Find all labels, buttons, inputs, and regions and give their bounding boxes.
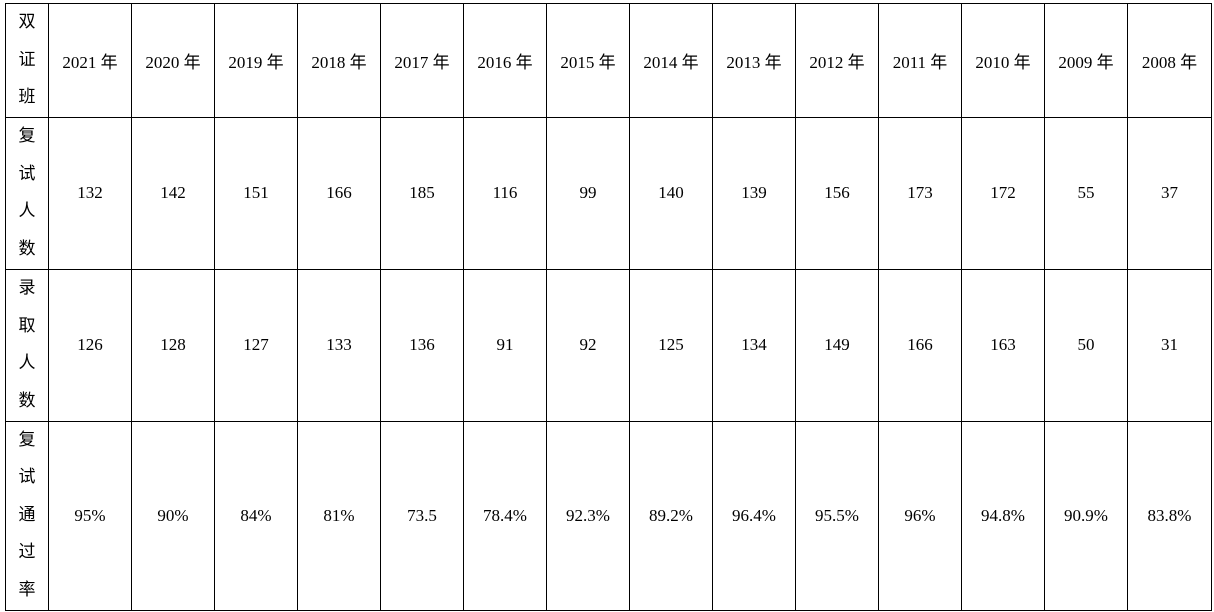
row-label-char: 通 [18, 504, 36, 525]
pass-rate-label-cell: 复 试 通 过 率 [5, 420, 49, 611]
pass-rate-cell: 81% [297, 420, 381, 611]
admitted-count-cell: 125 [629, 268, 713, 422]
admitted-count-cell: 31 [1127, 268, 1212, 422]
year-header-cell: 2018 年 [297, 3, 381, 118]
pass-rate-cell: 94.8% [961, 420, 1045, 611]
admitted-count-cell: 92 [546, 268, 630, 422]
admission-stats-table: 双 证 班 2021 年 2020 年 2019 年 2018 年 2017 年… [5, 3, 1212, 611]
year-header-cell: 2017 年 [380, 3, 464, 118]
retest-count-cell: 172 [961, 116, 1045, 270]
admitted-count-cell: 163 [961, 268, 1045, 422]
admitted-count-cell: 166 [878, 268, 962, 422]
corner-label-char: 双 [18, 12, 36, 32]
pass-rate-row: 复 试 通 过 率 95% 90% 84% 81% 73.5 78.4% 92.… [5, 420, 1212, 611]
pass-rate-cell: 73.5 [380, 420, 464, 611]
row-label-char: 人 [18, 353, 36, 373]
year-header-cell: 2019 年 [214, 3, 298, 118]
admitted-count-cell: 91 [463, 268, 547, 422]
row-label-char: 复 [18, 126, 36, 146]
year-header-cell: 2015 年 [546, 3, 630, 118]
pass-rate-cell: 84% [214, 420, 298, 611]
retest-count-row: 复 试 人 数 132 142 151 166 185 116 99 140 1… [5, 116, 1212, 270]
retest-count-cell: 99 [546, 116, 630, 270]
year-header-cell: 2010 年 [961, 3, 1045, 118]
admitted-count-cell: 136 [380, 268, 464, 422]
row-label-char: 复 [18, 429, 36, 450]
year-header-cell: 2014 年 [629, 3, 713, 118]
admitted-count-cell: 126 [48, 268, 132, 422]
retest-count-cell: 140 [629, 116, 713, 270]
pass-rate-cell: 78.4% [463, 420, 547, 611]
pass-rate-cell: 90.9% [1044, 420, 1128, 611]
retest-count-label-cell: 复 试 人 数 [5, 116, 49, 270]
admitted-count-cell: 127 [214, 268, 298, 422]
pass-rate-cell: 96.4% [712, 420, 796, 611]
row-label-char: 录 [18, 278, 36, 298]
pass-rate-cell: 96% [878, 420, 962, 611]
retest-count-cell: 142 [131, 116, 215, 270]
corner-label-char: 班 [18, 87, 36, 107]
row-label-char: 试 [18, 163, 36, 184]
pass-rate-cell: 89.2% [629, 420, 713, 611]
year-header-cell: 2020 年 [131, 3, 215, 118]
admitted-count-cell: 50 [1044, 268, 1128, 422]
year-header-cell: 2011 年 [878, 3, 962, 118]
retest-count-cell: 156 [795, 116, 879, 270]
year-header-cell: 2008 年 [1127, 3, 1212, 118]
row-label-char: 率 [18, 579, 36, 600]
admitted-count-row: 录 取 人 数 126 128 127 133 136 91 92 125 13… [5, 268, 1212, 422]
row-label-char: 人 [18, 201, 36, 221]
year-header-cell: 2016 年 [463, 3, 547, 118]
pass-rate-cell: 90% [131, 420, 215, 611]
year-header-cell: 2021 年 [48, 3, 132, 118]
retest-count-cell: 55 [1044, 116, 1128, 270]
corner-label-cell: 双 证 班 [5, 3, 49, 118]
retest-count-cell: 139 [712, 116, 796, 270]
pass-rate-cell: 92.3% [546, 420, 630, 611]
year-header-cell: 2009 年 [1044, 3, 1128, 118]
row-label-char: 数 [18, 390, 36, 411]
year-header-cell: 2012 年 [795, 3, 879, 118]
row-label-char: 试 [18, 467, 36, 488]
admitted-count-cell: 128 [131, 268, 215, 422]
pass-rate-cell: 95% [48, 420, 132, 611]
year-header-cell: 2013 年 [712, 3, 796, 118]
row-label-char: 取 [18, 315, 36, 336]
retest-count-cell: 166 [297, 116, 381, 270]
admitted-count-label-cell: 录 取 人 数 [5, 268, 49, 422]
row-label-char: 数 [18, 238, 36, 259]
retest-count-cell: 185 [380, 116, 464, 270]
header-row: 双 证 班 2021 年 2020 年 2019 年 2018 年 2017 年… [5, 3, 1212, 118]
admitted-count-cell: 149 [795, 268, 879, 422]
pass-rate-cell: 95.5% [795, 420, 879, 611]
retest-count-cell: 132 [48, 116, 132, 270]
pass-rate-cell: 83.8% [1127, 420, 1212, 611]
admitted-count-cell: 133 [297, 268, 381, 422]
retest-count-cell: 173 [878, 116, 962, 270]
admitted-count-cell: 134 [712, 268, 796, 422]
retest-count-cell: 116 [463, 116, 547, 270]
corner-label-char: 证 [18, 49, 36, 70]
retest-count-cell: 37 [1127, 116, 1212, 270]
row-label-char: 过 [18, 542, 36, 563]
retest-count-cell: 151 [214, 116, 298, 270]
